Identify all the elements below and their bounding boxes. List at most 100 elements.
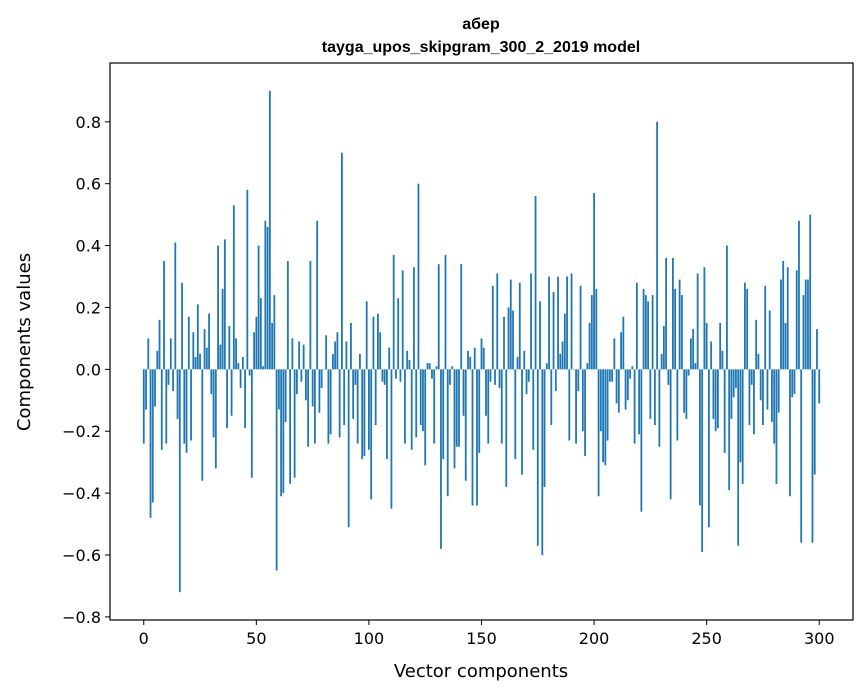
x-tick-label: 150 xyxy=(466,629,497,648)
chart-subtitle: tayga_upos_skipgram_300_2_2019 model xyxy=(322,39,640,56)
bar-34 xyxy=(219,344,222,370)
bar-298 xyxy=(813,369,816,475)
bar-251 xyxy=(708,369,710,528)
bar-207 xyxy=(608,369,611,382)
bar-45 xyxy=(244,369,246,429)
bar-21 xyxy=(190,369,192,441)
bar-291 xyxy=(798,220,800,370)
bar-141 xyxy=(460,264,463,370)
y-tick-label: −0.4 xyxy=(62,484,101,503)
bar-85 xyxy=(334,341,337,370)
bar-83 xyxy=(329,369,332,435)
bar-109 xyxy=(388,347,391,370)
bar-88 xyxy=(341,152,343,370)
bar-29 xyxy=(208,313,210,370)
bar-149 xyxy=(478,369,481,453)
bar-98 xyxy=(363,369,366,456)
bar-30 xyxy=(210,369,213,395)
bar-91 xyxy=(347,369,350,528)
bar-114 xyxy=(399,369,402,382)
bar-177 xyxy=(541,369,544,556)
bar-69 xyxy=(298,341,301,370)
bar-165 xyxy=(514,369,517,460)
bar-95 xyxy=(356,369,359,444)
bar-72 xyxy=(304,369,307,401)
bar-155 xyxy=(491,285,494,370)
bar-235 xyxy=(671,257,674,370)
bar-283 xyxy=(780,279,782,370)
bar-86 xyxy=(336,332,339,370)
bar-74 xyxy=(309,261,312,370)
bar-20 xyxy=(187,316,190,370)
bar-118 xyxy=(408,360,411,370)
bar-232 xyxy=(665,257,668,370)
bar-105 xyxy=(379,332,382,370)
bar-143 xyxy=(464,369,467,481)
bar-157 xyxy=(496,273,499,370)
bar-151 xyxy=(482,347,485,370)
bar-120 xyxy=(413,267,415,370)
bar-217 xyxy=(631,366,634,370)
y-tick-label: 0.4 xyxy=(76,237,101,256)
bar-206 xyxy=(606,369,609,441)
bar-60 xyxy=(277,369,280,410)
bar-219 xyxy=(635,282,638,370)
bar-243 xyxy=(689,338,692,370)
bar-211 xyxy=(617,369,620,413)
bar-129 xyxy=(433,369,436,444)
bar-246 xyxy=(696,273,699,370)
bar-94 xyxy=(354,369,357,385)
bar-117 xyxy=(406,350,409,370)
bar-220 xyxy=(638,369,641,435)
chart-title: абер xyxy=(462,16,500,33)
bar-35 xyxy=(221,288,224,370)
bar-46 xyxy=(246,189,249,370)
bar-187 xyxy=(563,313,566,370)
bar-7 xyxy=(158,319,161,370)
bar-59 xyxy=(275,369,278,571)
bar-261 xyxy=(730,369,733,419)
bar-101 xyxy=(370,369,373,500)
bar-31 xyxy=(212,369,215,438)
bar-25 xyxy=(199,353,201,370)
bar-97 xyxy=(361,369,364,460)
bar-280 xyxy=(773,369,776,444)
bar-159 xyxy=(500,369,503,444)
bar-186 xyxy=(561,341,564,370)
bar-214 xyxy=(624,369,627,410)
bar-268 xyxy=(746,288,749,370)
bar-226 xyxy=(651,295,654,370)
bar-175 xyxy=(536,369,539,546)
y-tick-label: 0.0 xyxy=(76,360,101,379)
bar-286 xyxy=(786,267,789,370)
x-tick-label: 200 xyxy=(579,629,610,648)
bar-108 xyxy=(386,369,388,460)
bar-238 xyxy=(678,279,681,370)
bar-254 xyxy=(714,369,717,432)
x-tick-label: 100 xyxy=(354,629,385,648)
bar-231 xyxy=(662,326,665,370)
bar-227 xyxy=(653,369,656,426)
bar-167 xyxy=(518,282,521,370)
bar-134 xyxy=(444,254,447,370)
bar-128 xyxy=(431,369,433,379)
bar-153 xyxy=(487,369,490,444)
bar-237 xyxy=(676,369,679,441)
bar-70 xyxy=(300,369,303,382)
bar-71 xyxy=(302,344,305,370)
bar-104 xyxy=(377,313,379,370)
bar-8 xyxy=(160,369,163,450)
plot-frame xyxy=(109,62,854,621)
bar-173 xyxy=(532,369,535,450)
bar-196 xyxy=(584,369,586,456)
x-tick-label: 300 xyxy=(804,629,835,648)
bar-193 xyxy=(577,369,580,392)
bar-9 xyxy=(163,261,165,370)
bar-271 xyxy=(753,369,755,435)
x-tick-label: 0 xyxy=(139,629,149,648)
bar-111 xyxy=(392,254,395,370)
bar-93 xyxy=(352,369,355,419)
bar-50 xyxy=(255,316,258,370)
bar-51 xyxy=(257,245,260,370)
